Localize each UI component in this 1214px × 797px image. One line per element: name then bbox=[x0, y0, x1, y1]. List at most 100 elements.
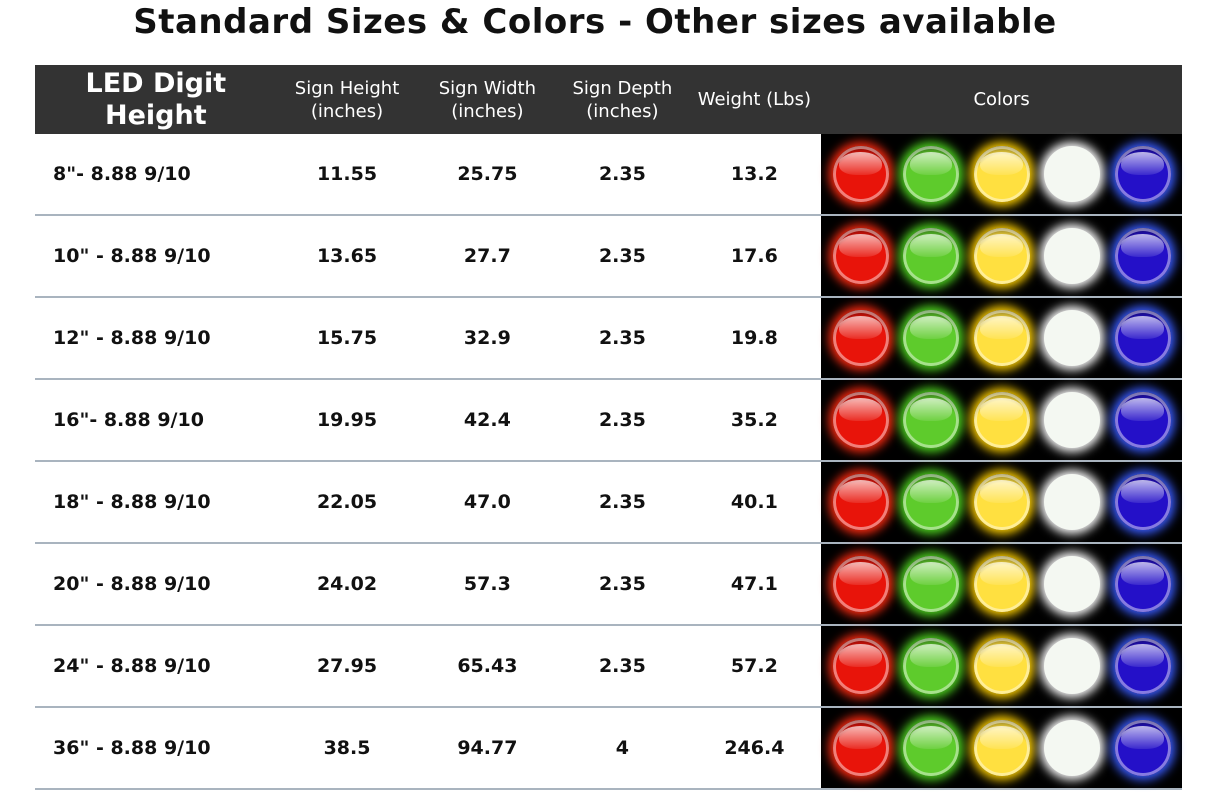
weight-cell: 246.4 bbox=[687, 707, 822, 790]
sign-depth-cell: 2.35 bbox=[557, 215, 688, 298]
yellow-led-icon bbox=[973, 146, 1030, 202]
header-weight: Weight (Lbs) bbox=[687, 65, 822, 134]
table-row: 24" - 8.88 9/10 27.95 65.43 2.35 57.2 bbox=[35, 625, 1182, 708]
header-colors: Colors bbox=[821, 65, 1182, 134]
table-row: 12" - 8.88 9/10 15.75 32.9 2.35 19.8 bbox=[35, 297, 1182, 380]
digit-height-cell: 12" - 8.88 9/10 bbox=[35, 297, 277, 380]
white-led-icon bbox=[1044, 228, 1101, 284]
table-row: 8"- 8.88 9/10 11.55 25.75 2.35 13.2 bbox=[35, 134, 1182, 216]
header-sign-depth: Sign Depth (inches) bbox=[557, 65, 688, 134]
table-row: 16"- 8.88 9/10 19.95 42.4 2.35 35.2 bbox=[35, 379, 1182, 462]
white-led-icon bbox=[1044, 310, 1101, 366]
colors-cell bbox=[821, 461, 1182, 544]
sign-depth-cell: 2.35 bbox=[557, 379, 688, 462]
sign-width-cell: 42.4 bbox=[417, 379, 558, 462]
colors-cell bbox=[821, 297, 1182, 380]
sign-width-cell: 65.43 bbox=[417, 625, 558, 708]
digit-height-cell: 10" - 8.88 9/10 bbox=[35, 215, 277, 298]
green-led-icon bbox=[903, 146, 960, 202]
yellow-led-icon bbox=[973, 638, 1030, 694]
weight-cell: 13.2 bbox=[687, 134, 822, 216]
sign-width-cell: 25.75 bbox=[417, 134, 558, 216]
yellow-led-icon bbox=[973, 310, 1030, 366]
weight-cell: 40.1 bbox=[687, 461, 822, 544]
red-led-icon bbox=[832, 228, 889, 284]
digit-height-cell: 18" - 8.88 9/10 bbox=[35, 461, 277, 544]
header-digit-height: LED Digit Height bbox=[35, 65, 277, 134]
green-led-icon bbox=[903, 556, 960, 612]
green-led-icon bbox=[903, 720, 960, 776]
weight-cell: 19.8 bbox=[687, 297, 822, 380]
sign-height-cell: 27.95 bbox=[276, 625, 418, 708]
sign-width-cell: 57.3 bbox=[417, 543, 558, 626]
white-led-icon bbox=[1044, 638, 1101, 694]
red-led-icon bbox=[832, 720, 889, 776]
green-led-icon bbox=[903, 228, 960, 284]
blue-led-icon bbox=[1114, 638, 1171, 694]
red-led-icon bbox=[832, 556, 889, 612]
red-led-icon bbox=[832, 310, 889, 366]
yellow-led-icon bbox=[973, 556, 1030, 612]
sign-depth-cell: 2.35 bbox=[557, 134, 688, 216]
green-led-icon bbox=[903, 392, 960, 448]
sign-height-cell: 38.5 bbox=[276, 707, 418, 790]
colors-cell bbox=[821, 379, 1182, 462]
table-row: 18" - 8.88 9/10 22.05 47.0 2.35 40.1 bbox=[35, 461, 1182, 544]
digit-height-cell: 16"- 8.88 9/10 bbox=[35, 379, 277, 462]
digit-height-cell: 20" - 8.88 9/10 bbox=[35, 543, 277, 626]
sign-width-cell: 27.7 bbox=[417, 215, 558, 298]
blue-led-icon bbox=[1114, 228, 1171, 284]
colors-cell bbox=[821, 625, 1182, 708]
blue-led-icon bbox=[1114, 720, 1171, 776]
table-row: 20" - 8.88 9/10 24.02 57.3 2.35 47.1 bbox=[35, 543, 1182, 626]
weight-cell: 47.1 bbox=[687, 543, 822, 626]
weight-cell: 35.2 bbox=[687, 379, 822, 462]
blue-led-icon bbox=[1114, 146, 1171, 202]
red-led-icon bbox=[832, 146, 889, 202]
blue-led-icon bbox=[1114, 392, 1171, 448]
yellow-led-icon bbox=[973, 720, 1030, 776]
red-led-icon bbox=[832, 638, 889, 694]
blue-led-icon bbox=[1114, 556, 1171, 612]
colors-cell bbox=[821, 215, 1182, 298]
sign-height-cell: 13.65 bbox=[276, 215, 418, 298]
sign-depth-cell: 2.35 bbox=[557, 543, 688, 626]
green-led-icon bbox=[903, 474, 960, 530]
sign-width-cell: 32.9 bbox=[417, 297, 558, 380]
table-row: 36" - 8.88 9/10 38.5 94.77 4 246.4 bbox=[35, 707, 1182, 790]
sizes-table: LED Digit Height Sign Height (inches) Si… bbox=[35, 65, 1182, 790]
blue-led-icon bbox=[1114, 474, 1171, 530]
sign-height-cell: 24.02 bbox=[276, 543, 418, 626]
green-led-icon bbox=[903, 310, 960, 366]
sign-width-cell: 47.0 bbox=[417, 461, 558, 544]
sign-depth-cell: 4 bbox=[557, 707, 688, 790]
blue-led-icon bbox=[1114, 310, 1171, 366]
white-led-icon bbox=[1044, 146, 1101, 202]
white-led-icon bbox=[1044, 556, 1101, 612]
sign-width-cell: 94.77 bbox=[417, 707, 558, 790]
sign-height-cell: 15.75 bbox=[276, 297, 418, 380]
sign-height-cell: 11.55 bbox=[276, 134, 418, 216]
sign-depth-cell: 2.35 bbox=[557, 625, 688, 708]
yellow-led-icon bbox=[973, 228, 1030, 284]
yellow-led-icon bbox=[973, 474, 1030, 530]
header-sign-width: Sign Width (inches) bbox=[417, 65, 558, 134]
header-row: LED Digit Height Sign Height (inches) Si… bbox=[35, 65, 1182, 134]
table-row: 10" - 8.88 9/10 13.65 27.7 2.35 17.6 bbox=[35, 215, 1182, 298]
colors-cell bbox=[821, 707, 1182, 790]
page-title: Standard Sizes & Colors - Other sizes av… bbox=[133, 2, 1057, 42]
weight-cell: 17.6 bbox=[687, 215, 822, 298]
colors-cell bbox=[821, 543, 1182, 626]
digit-height-cell: 24" - 8.88 9/10 bbox=[35, 625, 277, 708]
red-led-icon bbox=[832, 392, 889, 448]
header-sign-height: Sign Height (inches) bbox=[276, 65, 418, 134]
weight-cell: 57.2 bbox=[687, 625, 822, 708]
yellow-led-icon bbox=[973, 392, 1030, 448]
sign-depth-cell: 2.35 bbox=[557, 297, 688, 380]
green-led-icon bbox=[903, 638, 960, 694]
digit-height-cell: 8"- 8.88 9/10 bbox=[35, 134, 277, 216]
sign-height-cell: 19.95 bbox=[276, 379, 418, 462]
red-led-icon bbox=[832, 474, 889, 530]
sign-depth-cell: 2.35 bbox=[557, 461, 688, 544]
white-led-icon bbox=[1044, 392, 1101, 448]
